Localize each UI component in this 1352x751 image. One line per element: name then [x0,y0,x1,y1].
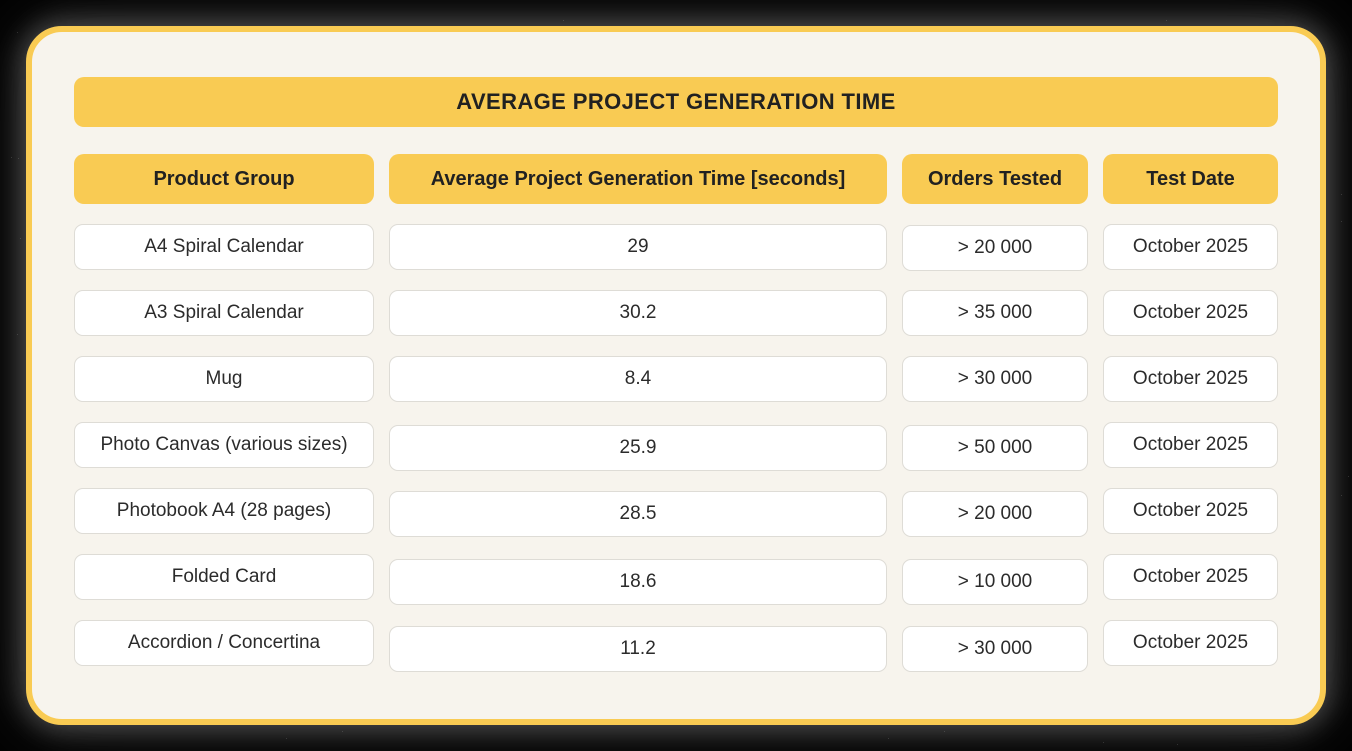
cell-product-group: A4 Spiral Calendar [74,224,374,270]
cell-avg-seconds: 25.9 [389,425,887,471]
column-header-orders-tested: Orders Tested [902,154,1088,204]
table-card: AVERAGE PROJECT GENERATION TIME Product … [26,26,1326,725]
cell-orders-tested: > 10 000 [902,559,1088,605]
cell-test-date: October 2025 [1103,224,1278,270]
table-row: Folded Card 18.6 > 10 000 October 2025 [74,554,1278,605]
cell-product-group: Photobook A4 (28 pages) [74,488,374,534]
table-row: Photo Canvas (various sizes) 25.9 > 50 0… [74,422,1278,471]
cell-test-date: October 2025 [1103,620,1278,666]
table-body: A4 Spiral Calendar 29 > 20 000 October 2… [74,224,1278,672]
cell-orders-tested: > 35 000 [902,290,1088,336]
table-header-row: Product Group Average Project Generation… [74,154,1278,204]
table-row: Photobook A4 (28 pages) 28.5 > 20 000 Oc… [74,488,1278,537]
table-row: A3 Spiral Calendar 30.2 > 35 000 October… [74,290,1278,336]
cell-test-date: October 2025 [1103,422,1278,468]
cell-product-group: Mug [74,356,374,402]
page-title: AVERAGE PROJECT GENERATION TIME [456,89,896,114]
cell-product-group: Folded Card [74,554,374,600]
table-row: Mug 8.4 > 30 000 October 2025 [74,356,1278,402]
table-row: Accordion / Concertina 11.2 > 30 000 Oct… [74,620,1278,672]
cell-test-date: October 2025 [1103,356,1278,402]
table-row: A4 Spiral Calendar 29 > 20 000 October 2… [74,224,1278,271]
column-header-avg-generation-time: Average Project Generation Time [seconds… [389,154,887,204]
column-header-test-date: Test Date [1103,154,1278,204]
cell-product-group: Photo Canvas (various sizes) [74,422,374,468]
cell-test-date: October 2025 [1103,290,1278,336]
cell-orders-tested: > 50 000 [902,425,1088,471]
cell-avg-seconds: 11.2 [389,626,887,672]
cell-test-date: October 2025 [1103,554,1278,600]
cell-orders-tested: > 30 000 [902,626,1088,672]
cell-orders-tested: > 30 000 [902,356,1088,402]
column-header-product-group: Product Group [74,154,374,204]
cell-orders-tested: > 20 000 [902,225,1088,271]
cell-avg-seconds: 8.4 [389,356,887,402]
cell-avg-seconds: 18.6 [389,559,887,605]
cell-product-group: Accordion / Concertina [74,620,374,666]
cell-avg-seconds: 30.2 [389,290,887,336]
cell-avg-seconds: 29 [389,224,887,270]
title-bar: AVERAGE PROJECT GENERATION TIME [74,77,1278,127]
cell-avg-seconds: 28.5 [389,491,887,537]
cell-product-group: A3 Spiral Calendar [74,290,374,336]
cell-test-date: October 2025 [1103,488,1278,534]
cell-orders-tested: > 20 000 [902,491,1088,537]
